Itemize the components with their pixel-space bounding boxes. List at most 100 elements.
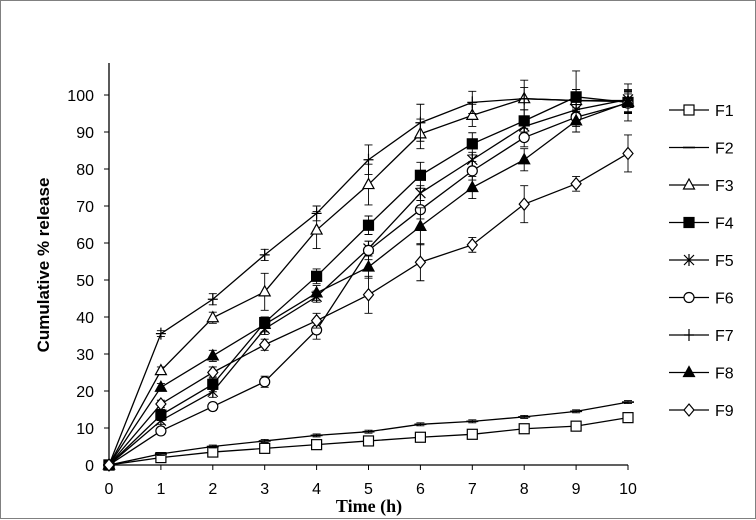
data-point (207, 365, 219, 380)
y-tick-label: 70 (76, 199, 94, 216)
data-point (414, 431, 426, 443)
data-point (362, 244, 375, 256)
legend-label: F6 (715, 291, 734, 308)
data-point (103, 458, 115, 472)
data-point (466, 428, 478, 440)
legend-item-f6: F6 (669, 291, 734, 308)
data-point (518, 131, 530, 144)
data-point (517, 152, 531, 165)
data-point (155, 397, 167, 411)
data-point (310, 222, 324, 235)
x-tick-label: 5 (364, 481, 373, 498)
legend-item-f2: F2 (669, 141, 734, 158)
legend-label: F5 (715, 253, 734, 270)
legend-marker (684, 329, 694, 341)
series-layer (102, 70, 635, 472)
y-tick-label: 100 (67, 88, 94, 105)
data-point (311, 207, 322, 220)
data-point (570, 176, 582, 191)
data-point (310, 313, 323, 328)
data-point (571, 94, 582, 107)
data-point (154, 380, 168, 392)
data-point (414, 187, 426, 200)
legend-label: F3 (715, 178, 734, 195)
legend-item-f9: F9 (669, 403, 734, 420)
data-point (259, 248, 270, 261)
x-tick-label: 10 (619, 481, 637, 498)
data-point (259, 376, 271, 388)
data-point (259, 442, 271, 454)
legend-marker (683, 104, 695, 116)
y-tick-label: 20 (76, 384, 94, 401)
data-point (415, 116, 426, 129)
data-point (155, 327, 166, 340)
legend-label: F7 (715, 328, 734, 345)
data-point (207, 400, 219, 413)
legend-label: F9 (715, 403, 734, 420)
series-f9 (103, 134, 634, 472)
legend-marker (682, 365, 696, 378)
legend-marker (682, 177, 696, 190)
x-tick-label: 6 (416, 481, 425, 498)
legend-marker (683, 254, 695, 266)
data-point (519, 92, 530, 105)
legend-item-f8: F8 (669, 365, 734, 383)
legend-label: F4 (715, 216, 734, 233)
data-point (518, 423, 530, 435)
data-point (518, 197, 530, 212)
data-point (363, 153, 374, 166)
data-point (362, 435, 375, 447)
y-tick-label: 30 (76, 347, 94, 364)
data-point (155, 425, 167, 437)
series-f1 (103, 412, 634, 471)
y-axis-title: Cumulative % release (34, 178, 53, 353)
data-point (258, 284, 272, 297)
data-point (206, 310, 220, 323)
data-point (155, 414, 167, 427)
data-point (413, 219, 427, 231)
y-tick-label: 90 (76, 125, 94, 142)
y-tick-label: 0 (85, 458, 94, 475)
data-point (311, 439, 323, 451)
data-point (206, 348, 220, 361)
x-tick-label: 2 (208, 481, 217, 498)
y-tick-label: 40 (76, 310, 94, 327)
data-point (465, 108, 479, 120)
data-point (414, 255, 427, 270)
legend-marker (683, 216, 695, 229)
data-point (622, 412, 634, 424)
data-point (207, 446, 219, 458)
legend-item-f1: F1 (669, 103, 734, 120)
legend-item-f7: F7 (669, 328, 734, 345)
data-point (361, 177, 376, 190)
data-point (467, 96, 478, 109)
data-point (258, 337, 271, 352)
data-point (207, 385, 219, 398)
y-tick-label: 60 (76, 236, 94, 253)
legend-label: F8 (715, 366, 734, 383)
legend: F1 F2 F3 F4 F5 F6 F7 F8 F9 (669, 103, 734, 420)
y-tick-label: 50 (76, 273, 94, 290)
data-point (362, 219, 375, 231)
data-point (466, 237, 479, 252)
y-tick-label: 80 (76, 162, 94, 179)
x-axis-title: Time (h) (336, 496, 402, 517)
data-point (570, 420, 582, 432)
x-tick-label: 8 (520, 481, 529, 498)
legend-label: F2 (715, 141, 734, 158)
data-point (154, 363, 168, 376)
data-point (466, 165, 478, 177)
legend-item-f4: F4 (669, 216, 734, 233)
data-point (569, 113, 583, 126)
data-point (621, 95, 635, 108)
x-tick-label: 4 (312, 481, 321, 498)
x-tick-label: 1 (156, 481, 165, 498)
data-point (207, 293, 218, 306)
x-tick-label: 7 (468, 481, 477, 498)
legend-marker (683, 291, 695, 304)
data-point (622, 146, 634, 161)
data-point (466, 138, 478, 150)
y-tick-label: 10 (76, 421, 94, 438)
